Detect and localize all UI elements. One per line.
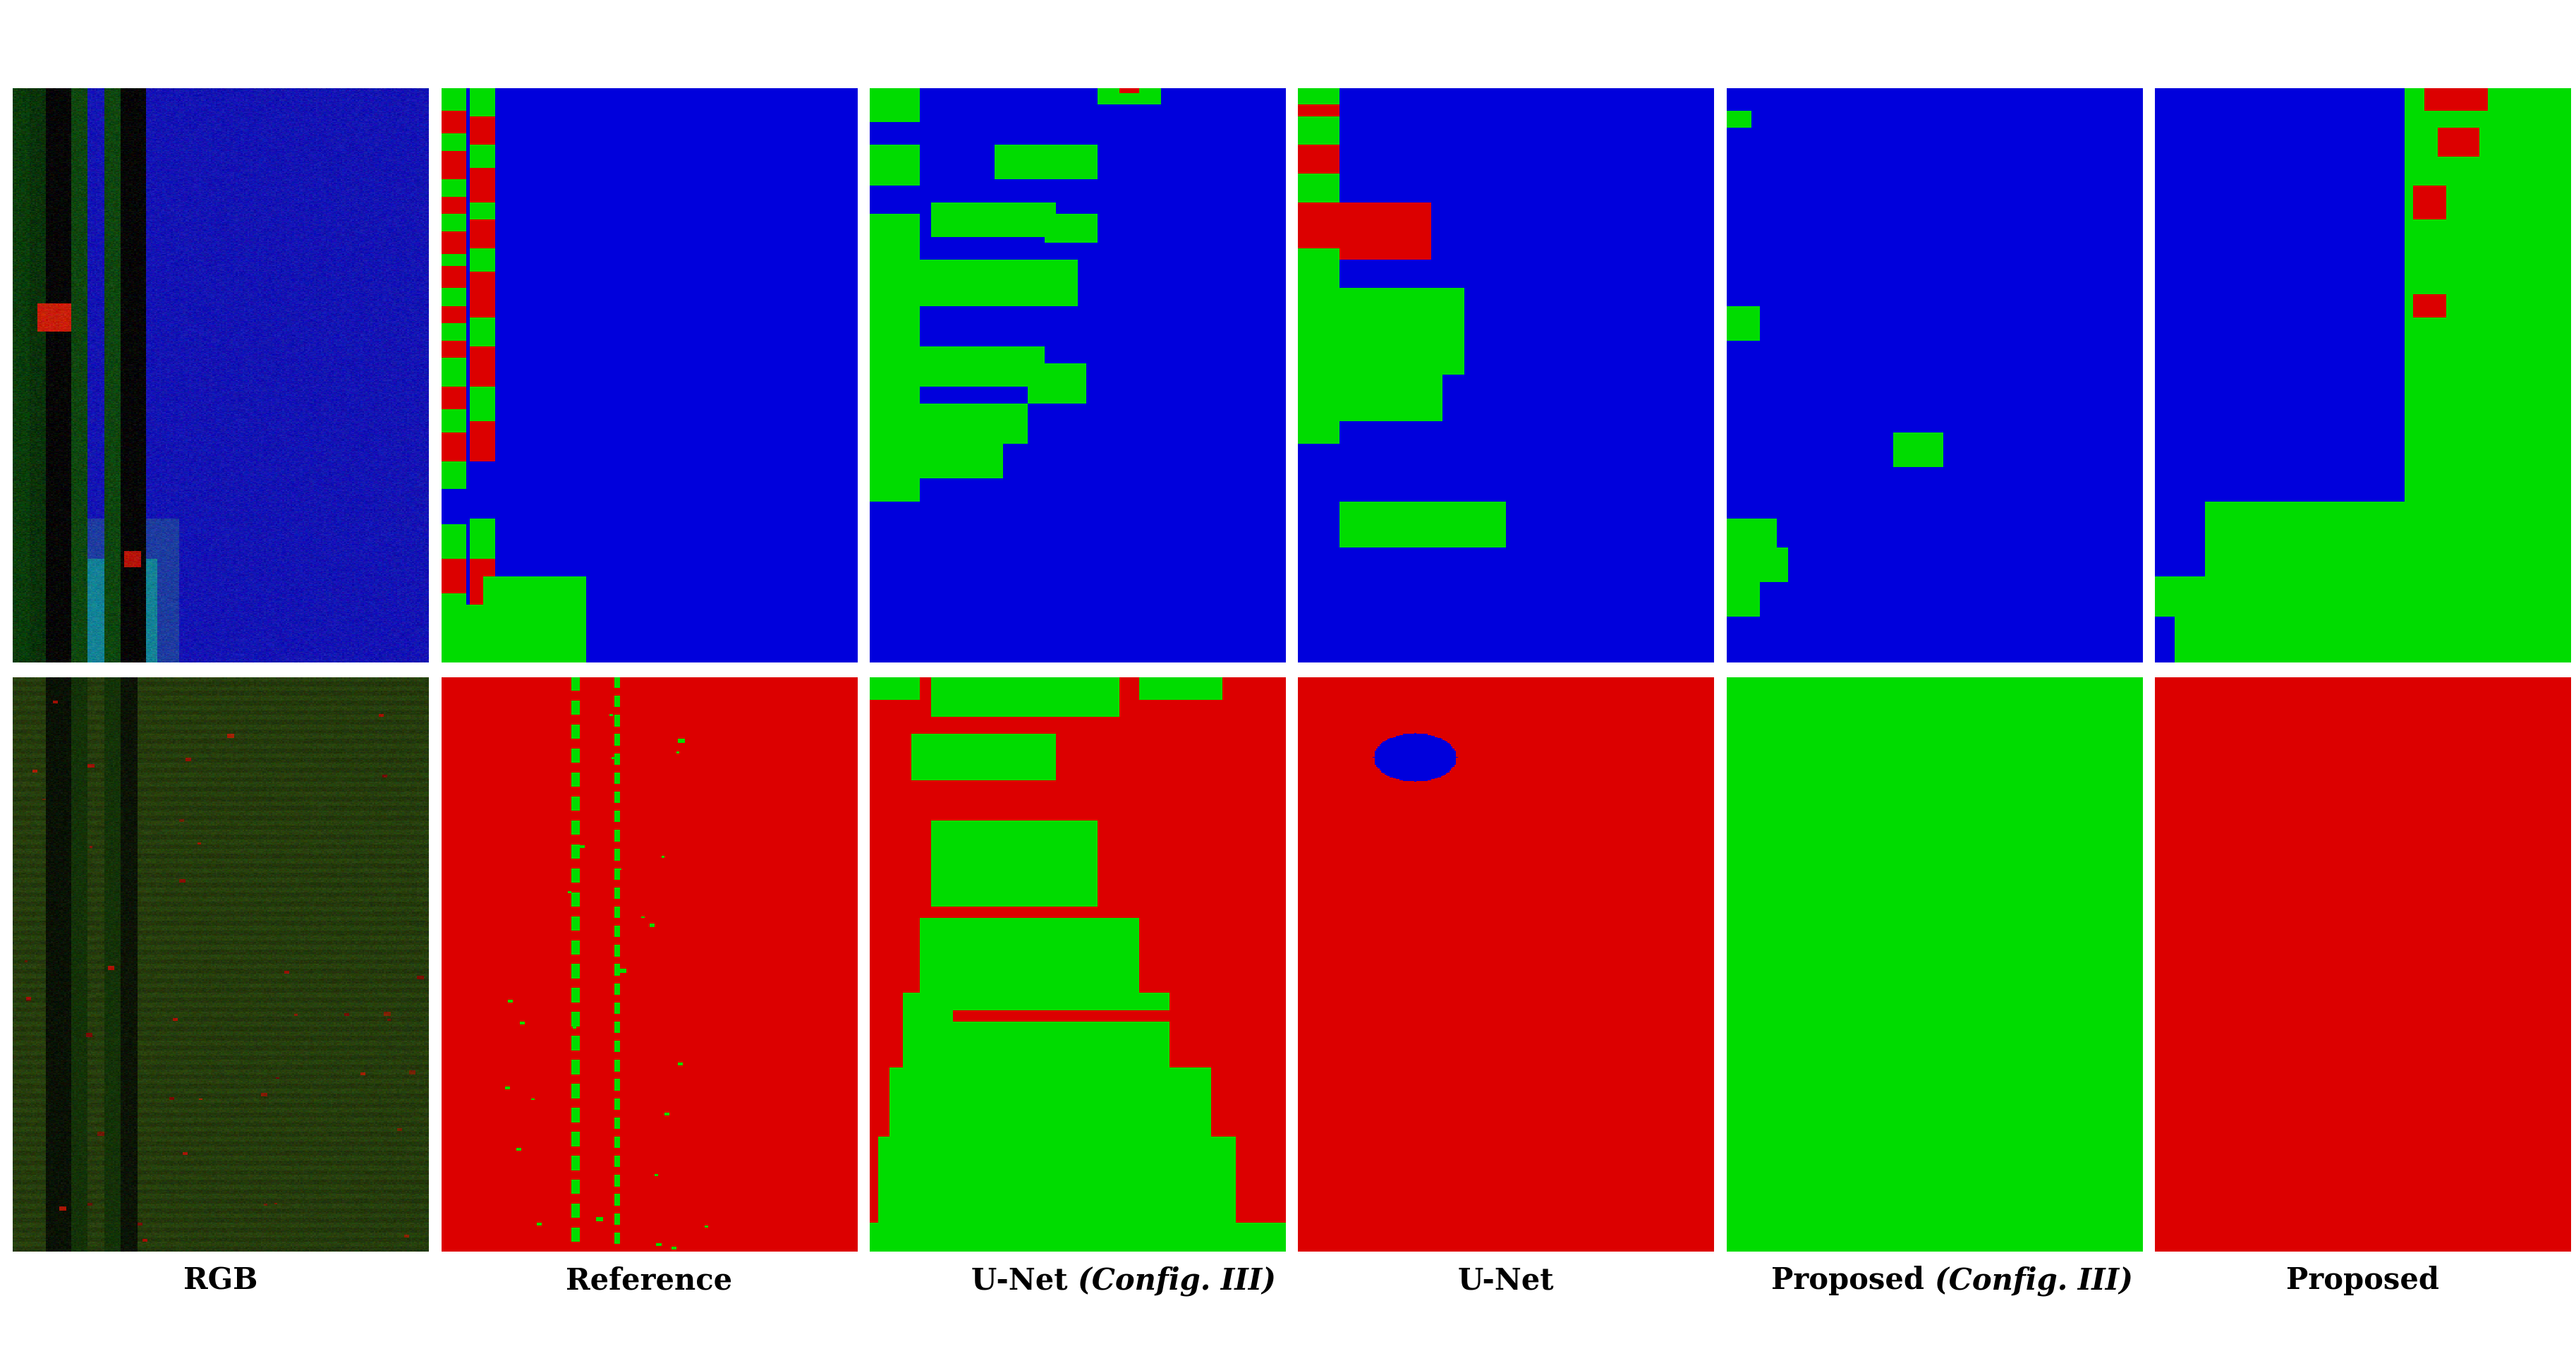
Text: Reference: Reference: [567, 1265, 732, 1295]
Text: (Config. III): (Config. III): [1935, 1265, 2133, 1295]
Text: U-Net: U-Net: [1458, 1265, 1553, 1295]
Text: Proposed: Proposed: [2287, 1265, 2439, 1295]
Text: RGB: RGB: [183, 1265, 258, 1295]
Text: Proposed: Proposed: [1772, 1265, 1935, 1295]
Text: (Config. III): (Config. III): [1077, 1265, 1275, 1295]
Text: U-Net: U-Net: [971, 1265, 1077, 1295]
